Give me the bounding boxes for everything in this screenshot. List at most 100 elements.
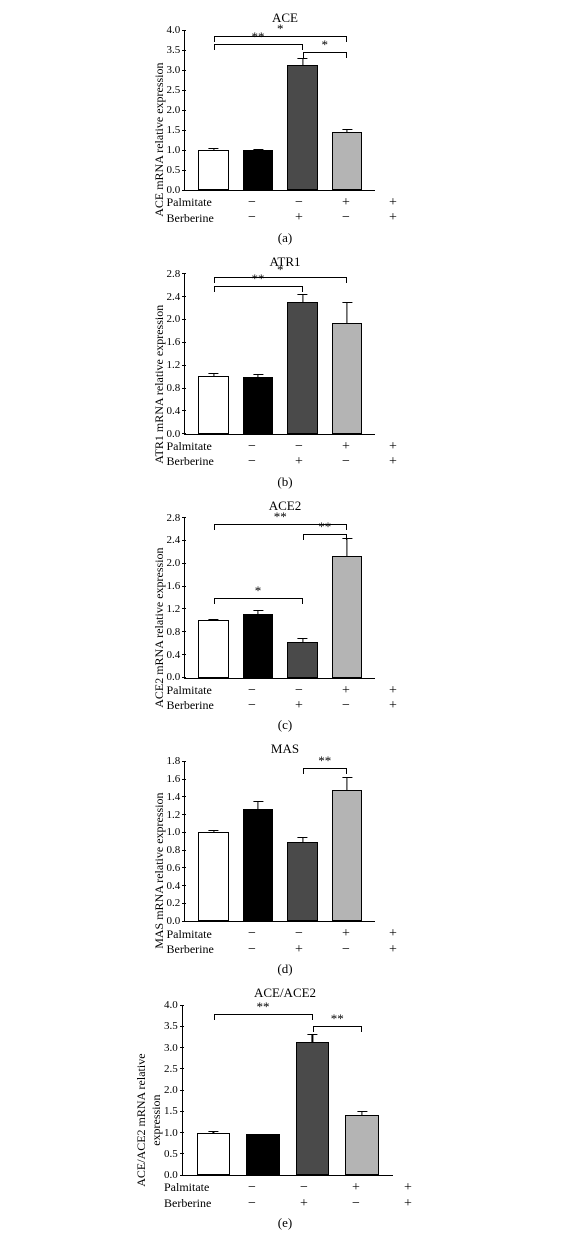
treatment-mark: − [231,439,272,454]
bar [287,65,318,190]
bar [246,1134,280,1175]
error-bar [302,58,303,66]
bar-slot [238,761,277,921]
treatment-table: Palmitate−−++Berberine−+−+ [167,439,421,470]
error-bar [361,1111,362,1116]
treatment-mark: + [325,926,366,941]
error-bar [346,302,347,324]
treatment-table: Palmitate−−++Berberine−+−+ [164,1180,438,1211]
treatment-mark: − [325,210,366,225]
error-bar [262,1134,263,1136]
treatment-mark: − [231,210,272,225]
bar-slot [327,518,366,678]
bar-slot [194,518,233,678]
panel-c: ACE2 ACE2 mRNA relative expression0.00.40… [146,498,424,734]
bar-slot [283,30,322,190]
bar [243,150,274,190]
bar-slot [238,518,277,678]
treatment-mark: − [231,454,272,469]
y-axis-label: ACE mRNA relative expression [150,30,167,226]
bar-slot [238,30,277,190]
panel-e: ACE/ACE2ACE/ACE2 mRNA relative expressio… [130,985,440,1231]
bar-slot [327,274,366,434]
plot-area: ** [184,761,375,922]
y-ticks: 0.00.51.01.52.02.53.03.54.0 [164,1005,182,1175]
treatment-mark: − [325,698,366,713]
bar-slot [283,761,322,921]
bar [287,842,318,921]
panel-a: ACEACE mRNA relative expression0.00.51.0… [146,10,424,246]
treatment-mark: + [333,1180,379,1195]
treatment-mark: + [372,454,413,469]
plot-area: *** [184,274,375,435]
panel-b: ATR1 ATR1 mRNA relative expression0.00.40… [146,254,424,490]
treatment-mark: + [372,926,413,941]
bar-slot [194,761,233,921]
bar [332,790,363,922]
panel-letter: (a) [278,230,292,246]
bar [345,1115,379,1175]
treatment-table: Palmitate−−++Berberine−+−+ [167,195,421,226]
y-ticks: 0.00.40.81.21.62.02.42.8 [167,274,185,434]
treatment-mark: − [231,195,272,210]
treatment-label: Berberine [164,1196,226,1211]
treatment-mark: − [231,942,272,957]
bar-slot [194,30,233,190]
error-bar [213,373,214,376]
panel-letter: (b) [277,474,292,490]
bar-slot [340,1005,384,1175]
y-ticks: 0.00.40.81.21.62.02.42.8 [167,518,185,678]
treatment-mark: − [281,1180,327,1195]
bar-slot [327,30,366,190]
y-axis-label: ACE2 mRNA relative expression [150,518,167,714]
treatment-mark: + [325,439,366,454]
error-bar [213,619,214,621]
bar-slot [194,274,233,434]
treatment-label: Palmitate [164,1180,226,1195]
bar [332,132,363,190]
bar [296,1042,330,1175]
plot-area: **** [182,1005,393,1176]
bar [243,809,274,921]
y-axis-label: MAS mRNA relative expression [150,761,167,957]
treatment-mark: + [372,942,413,957]
bar-slot [238,274,277,434]
plot-area: ***** [184,518,375,679]
treatment-mark: − [278,926,319,941]
bar [243,614,274,678]
error-bar [213,148,214,151]
bar [198,832,229,921]
bar [198,620,229,677]
y-axis-label: ATR1 mRNA relative expression [150,274,167,470]
treatment-mark: − [325,942,366,957]
treatment-mark: + [372,195,413,210]
bar [198,150,229,190]
treatment-mark: + [325,683,366,698]
bar-slot [283,518,322,678]
error-bar [257,374,258,377]
treatment-label: Berberine [167,942,229,957]
bar-slot [327,761,366,921]
chart-title: ACE/ACE2 [254,985,316,1001]
treatment-mark: − [333,1196,379,1211]
bar-slot [192,1005,236,1175]
error-bar [213,1131,214,1134]
y-ticks: 0.00.20.40.60.81.01.21.41.61.8 [167,761,185,921]
bar [198,376,229,434]
treatment-mark: − [278,439,319,454]
treatment-mark: + [385,1196,431,1211]
panel-letter: (d) [277,961,292,977]
treatment-label: Berberine [167,454,229,469]
bar-slot [291,1005,335,1175]
treatment-mark: − [229,1196,275,1211]
panel-letter: (c) [278,717,292,733]
panel-d: MASMAS mRNA relative expression0.00.20.4… [146,741,424,977]
chart-title: ACE2 [269,498,302,514]
treatment-label: Palmitate [167,927,229,942]
treatment-mark: + [372,698,413,713]
treatment-label: Berberine [167,698,229,713]
treatment-mark: + [278,942,319,957]
chart-title: ATR1 [269,254,300,270]
y-ticks: 0.00.51.01.52.02.53.03.54.0 [167,30,185,190]
treatment-mark: + [372,439,413,454]
